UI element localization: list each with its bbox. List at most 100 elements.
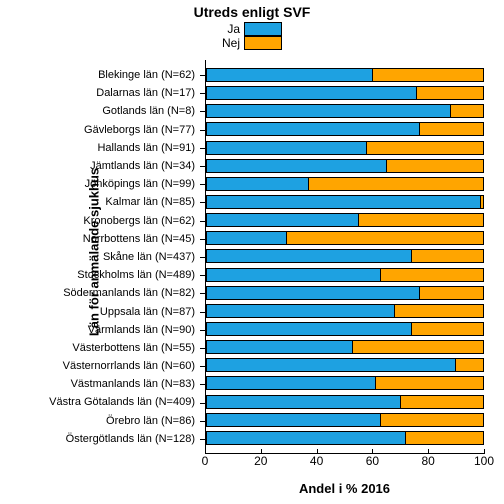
bar-row [206,122,484,136]
y-label: Jönköpings län (N=99) [0,177,200,191]
bar-row [206,340,484,354]
bar-segment-ja [206,159,387,173]
y-label: Västra Götalands län (N=409) [0,395,200,409]
bar-row [206,358,484,372]
y-label: Norrbottens län (N=45) [0,232,200,246]
bar-row [206,249,484,263]
y-label: Västernorrlands län (N=60) [0,359,200,373]
bar-row [206,213,484,227]
bar-segment-ja [206,413,381,427]
bar-segment-nej [420,286,484,300]
y-tick-mark [200,366,205,367]
y-label: Örebro län (N=86) [0,414,200,428]
bar-segment-ja [206,340,353,354]
y-label: Stockholms län (N=489) [0,268,200,282]
x-tick-mark [484,449,485,454]
bar-segment-ja [206,304,395,318]
y-label: Hallands län (N=91) [0,141,200,155]
bar-segment-nej [373,68,484,82]
bar-segment-nej [456,358,484,372]
bar-row [206,159,484,173]
x-tick-label: 80 [422,454,435,468]
y-tick-mark [200,275,205,276]
bar-row [206,177,484,191]
bar-segment-nej [376,376,484,390]
bar-segment-ja [206,322,412,336]
bar-segment-ja [206,86,417,100]
x-axis-title: Andel i % 2016 [205,481,484,496]
x-tick-label: 0 [202,454,209,468]
y-tick-mark [200,93,205,94]
legend: Ja Nej [222,22,282,50]
x-tick-mark [428,449,429,454]
x-tick-label: 40 [310,454,323,468]
y-tick-mark [200,384,205,385]
y-labels: Blekinge län (N=62)Dalarnas län (N=17)Go… [0,60,200,454]
bar-segment-nej [406,431,484,445]
x-ticks: 020406080100 [205,454,484,474]
bar-segment-nej [412,249,484,263]
y-tick-mark [200,312,205,313]
bar-segment-ja [206,231,287,245]
bar-row [206,231,484,245]
x-tick-label: 60 [366,454,379,468]
bar-segment-ja [206,286,420,300]
bar-segment-nej [353,340,484,354]
legend-swatch-nej [244,36,282,50]
bar-segment-ja [206,376,376,390]
chart-title: Utreds enligt SVF [0,4,504,20]
bar-row [206,268,484,282]
bar-row [206,68,484,82]
bar-segment-ja [206,141,367,155]
bar-segment-nej [395,304,484,318]
bar-row [206,286,484,300]
bar-row [206,376,484,390]
legend-swatches [244,22,282,50]
bar-row [206,86,484,100]
bar-segment-nej [420,122,484,136]
title-block: Utreds enligt SVF Ja Nej [0,4,504,50]
y-label: Värmlands län (N=90) [0,323,200,337]
y-label: Kalmar län (N=85) [0,195,200,209]
y-label: Kronobergs län (N=62) [0,214,200,228]
bar-row [206,304,484,318]
bar-segment-ja [206,431,406,445]
bar-segment-ja [206,195,481,209]
chart-container: Utreds enligt SVF Ja Nej Län för anmälan… [0,0,504,504]
y-tick-mark [200,439,205,440]
bar-segment-ja [206,68,373,82]
x-tick-label: 20 [254,454,267,468]
bar-segment-ja [206,268,381,282]
y-tick-mark [200,130,205,131]
bar-row [206,141,484,155]
y-label: Gotlands län (N=8) [0,104,200,118]
bar-segment-nej [412,322,484,336]
bar-row [206,104,484,118]
y-label: Skåne län (N=437) [0,250,200,264]
bar-segment-nej [381,268,484,282]
y-tick-mark [200,257,205,258]
y-tick-mark [200,403,205,404]
y-label: Västmanlands län (N=83) [0,377,200,391]
bar-segment-nej [387,159,484,173]
bar-segment-ja [206,177,309,191]
bar-segment-nej [287,231,484,245]
bar-row [206,322,484,336]
x-tick-label: 100 [474,454,494,468]
x-tick-mark [372,449,373,454]
bar-segment-nej [401,395,484,409]
y-tick-mark [200,166,205,167]
bar-segment-nej [359,213,484,227]
legend-swatch-ja [244,22,282,36]
bar-segment-ja [206,122,420,136]
bar-segment-ja [206,213,359,227]
bar-row [206,395,484,409]
x-tick-mark [261,449,262,454]
y-tick-mark [200,239,205,240]
bar-segment-nej [381,413,484,427]
y-label: Blekinge län (N=62) [0,68,200,82]
y-label: Västerbottens län (N=55) [0,341,200,355]
x-tick-mark [205,449,206,454]
y-tick-mark [200,202,205,203]
y-tick-mark [200,148,205,149]
